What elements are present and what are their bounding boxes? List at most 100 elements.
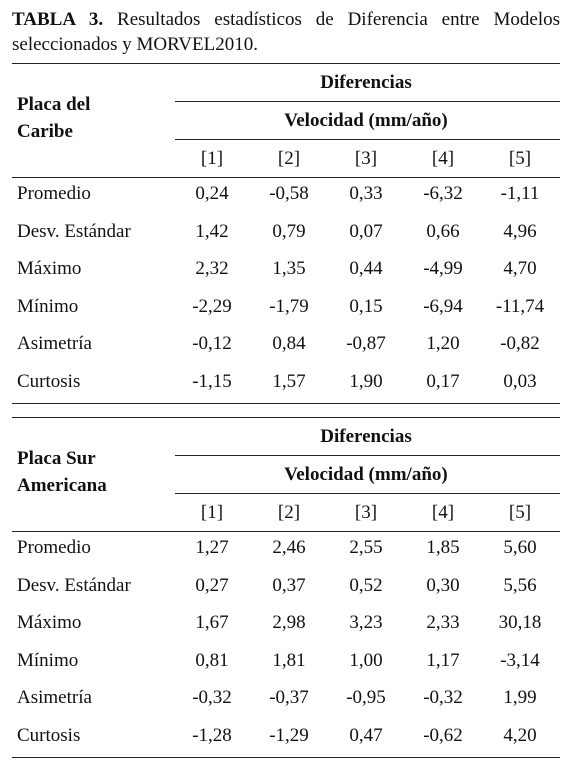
cell: 0,33 — [349, 183, 383, 204]
header-rule — [175, 455, 560, 456]
cell: -1,29 — [269, 725, 309, 746]
column-header: [5] — [508, 148, 532, 169]
cell: 30,18 — [498, 612, 542, 634]
cell: 2,55 — [349, 537, 383, 558]
cell: 0,66 — [426, 220, 460, 242]
cell: -0,95 — [346, 687, 386, 709]
cell: 0,15 — [349, 295, 383, 317]
row-label: Asimetría — [17, 687, 92, 709]
caption-label: TABLA 3. — [12, 9, 104, 30]
cell: 0,24 — [195, 183, 229, 204]
cell: 0,30 — [426, 574, 460, 596]
top-rule — [12, 417, 560, 418]
plate-label: Placa del Caribe — [17, 94, 91, 142]
cell: -1,28 — [192, 725, 232, 746]
cell: 1,85 — [426, 537, 460, 558]
top-rule — [12, 63, 560, 64]
cell: -1,79 — [269, 295, 309, 317]
row-label: Máximo — [17, 612, 82, 634]
cell: 0,03 — [503, 371, 537, 392]
plate-label: Placa Sur Americana — [17, 448, 107, 496]
cell: -1,15 — [192, 371, 232, 392]
row-label: Desv. Estándar — [17, 220, 131, 242]
cell: -0,32 — [192, 687, 232, 709]
cell: 2,33 — [426, 612, 460, 634]
column-header: [2] — [277, 502, 301, 523]
cell: 0,37 — [272, 574, 306, 596]
cell: 0,27 — [195, 574, 229, 596]
cell: 1,57 — [272, 371, 306, 392]
row-label: Promedio — [17, 537, 91, 558]
cell: -2,29 — [192, 295, 232, 317]
cell: -0,82 — [500, 333, 540, 355]
header-rule — [175, 101, 560, 102]
cell: 1,67 — [195, 612, 229, 634]
cell: 1,00 — [349, 649, 383, 671]
bottom-rule — [12, 403, 560, 404]
cell: -0,87 — [346, 333, 386, 355]
cell: 2,32 — [195, 258, 229, 280]
cell: 0,79 — [272, 220, 306, 242]
cell: -11,74 — [495, 295, 545, 317]
caption-text: Resultados estadísticos de Diferencia en… — [12, 9, 560, 55]
cell: 0,84 — [272, 333, 306, 355]
cell: 0,52 — [349, 574, 383, 596]
cell: -4,99 — [423, 258, 463, 280]
cell: 1,90 — [349, 371, 383, 392]
subgroup-header: Velocidad (mm/año) — [284, 464, 448, 485]
column-header: [4] — [431, 502, 455, 523]
cell: 1,42 — [195, 220, 229, 242]
caption: TABLA 3. Resultados estadísticos de Dife… — [12, 7, 560, 57]
cell: -0,58 — [269, 183, 309, 204]
row-label: Curtosis — [17, 371, 81, 392]
cell: 1,20 — [426, 333, 460, 355]
row-label: Mínimo — [17, 295, 79, 317]
bottom-rule — [12, 757, 560, 758]
cell: -3,14 — [500, 649, 540, 671]
row-label: Promedio — [17, 183, 91, 204]
cell: 1,17 — [426, 649, 460, 671]
cell: 0,07 — [349, 220, 383, 242]
cell: -6,94 — [423, 295, 463, 317]
cell: 3,23 — [349, 612, 383, 634]
cell: 0,17 — [426, 371, 460, 392]
header-rule — [12, 531, 560, 532]
cell: 1,27 — [195, 537, 229, 558]
cell: 1,35 — [272, 258, 306, 280]
header-rule — [175, 139, 560, 140]
cell: 4,70 — [503, 258, 537, 280]
column-header: [3] — [354, 148, 378, 169]
cell: 0,44 — [349, 258, 383, 280]
row-label: Mínimo — [17, 649, 79, 671]
subgroup-header: Velocidad (mm/año) — [284, 110, 448, 131]
cell: 5,60 — [503, 537, 537, 558]
row-label: Máximo — [17, 258, 82, 280]
cell: 2,46 — [272, 537, 306, 558]
header-rule — [12, 177, 560, 178]
cell: 4,96 — [503, 220, 537, 242]
cell: -0,62 — [423, 725, 463, 746]
cell: 1,81 — [272, 649, 306, 671]
cell: -0,32 — [423, 687, 463, 709]
column-header: [4] — [431, 148, 455, 169]
column-header: [1] — [200, 148, 224, 169]
cell: 5,56 — [503, 574, 537, 596]
header-rule — [175, 493, 560, 494]
column-header: [2] — [277, 148, 301, 169]
cell: -0,12 — [192, 333, 232, 355]
cell: -6,32 — [423, 183, 463, 204]
cell: 0,47 — [349, 725, 383, 746]
row-label: Curtosis — [17, 725, 81, 746]
cell: 2,98 — [272, 612, 306, 634]
column-header: [3] — [354, 502, 378, 523]
column-header: [1] — [200, 502, 224, 523]
cell: 0,81 — [195, 649, 229, 671]
row-label: Asimetría — [17, 333, 92, 355]
group-header: Diferencias — [320, 426, 412, 447]
column-header: [5] — [508, 502, 532, 523]
cell: -1,11 — [500, 183, 540, 204]
cell: 1,99 — [503, 687, 537, 709]
cell: 4,20 — [503, 725, 537, 746]
group-header: Diferencias — [320, 72, 412, 93]
